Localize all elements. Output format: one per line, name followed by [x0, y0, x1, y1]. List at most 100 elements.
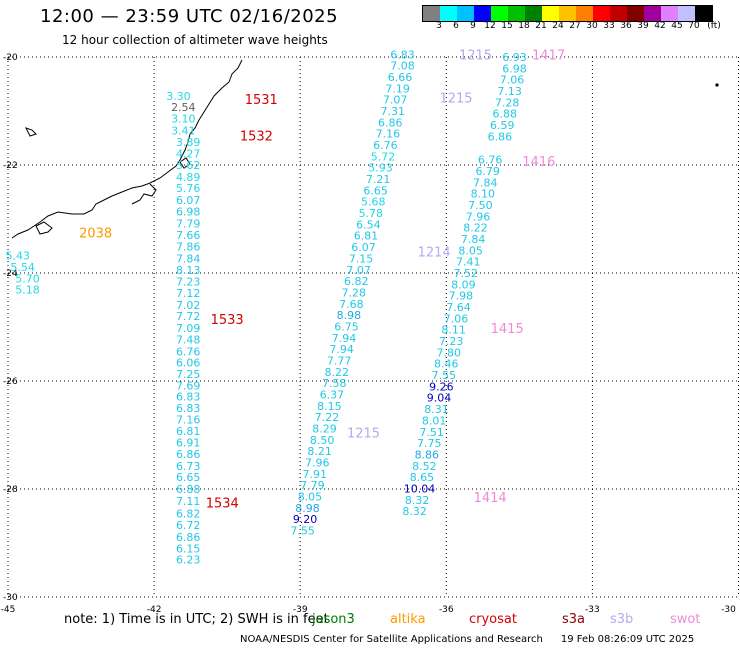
- satellite-legend-item: jason3: [312, 612, 355, 627]
- footnote: note: 1) Time is in UTC; 2) SWH is in fe…: [64, 612, 329, 627]
- pass-time-label: 1534: [206, 497, 239, 512]
- wave-height-value: 8.32: [402, 505, 427, 518]
- legend-swatch: [661, 6, 678, 21]
- wave-height-value: 6.82: [176, 507, 201, 520]
- wave-height-value: 6.86: [176, 531, 201, 544]
- wave-height-value: 7.84: [473, 176, 498, 189]
- wave-height-value: 7.79: [176, 217, 201, 230]
- wave-height-value: 5.68: [361, 196, 386, 209]
- wave-height-value: 8.10: [471, 188, 496, 201]
- wave-height-value: 3.41: [171, 124, 196, 137]
- wave-height-value: 6.83: [390, 48, 415, 61]
- x-tick-label: -42: [147, 605, 162, 615]
- y-tick-label: -20: [3, 53, 18, 63]
- wave-height-value: 6.59: [490, 119, 515, 132]
- wave-height-value: 8.32: [405, 494, 430, 507]
- bay-outline: [35, 221, 53, 235]
- lagoon-outline: [179, 157, 191, 169]
- wave-height-value: 6.15: [176, 542, 201, 555]
- wave-height-value: 6.88: [176, 483, 201, 496]
- wave-height-value: 6.73: [176, 460, 201, 473]
- y-tick-label: -22: [3, 161, 18, 171]
- legend-unit: (ft): [707, 21, 721, 31]
- wave-height-value: 7.64: [446, 301, 471, 314]
- wave-height-value: 8.22: [324, 366, 349, 379]
- wave-height-value: 7.28: [495, 96, 520, 109]
- wave-height-value: 8.15: [317, 400, 342, 413]
- wave-height-value: 7.31: [380, 105, 405, 118]
- wave-height-value: 7.96: [466, 210, 491, 223]
- wave-height-value: 7.51: [419, 426, 444, 439]
- wave-height-value: 6.76: [478, 154, 503, 167]
- legend-label: 70: [688, 21, 700, 31]
- pass-time-label: 1414: [474, 491, 507, 506]
- y-tick-label: -30: [3, 593, 18, 603]
- wave-height-value: 7.94: [332, 332, 357, 345]
- wave-height-value: 8.13: [176, 264, 201, 277]
- island-marker: [715, 83, 719, 87]
- wave-height-value: 6.76: [373, 139, 398, 152]
- pass-time-label: 1215: [439, 92, 472, 107]
- wave-height-value: 5.18: [15, 284, 40, 297]
- wave-height-value: 6.66: [388, 71, 413, 84]
- wave-height-value: 6.81: [176, 425, 201, 438]
- wave-height-value: 8.05: [298, 491, 323, 504]
- coastline: [11, 59, 243, 239]
- legend-label: 42: [654, 21, 666, 31]
- wave-height-value: 8.86: [415, 448, 440, 461]
- wave-height-value: 10.04: [404, 482, 436, 495]
- legend-swatch: [695, 6, 712, 21]
- credit-text: NOAA/NESDIS Center for Satellite Applica…: [240, 634, 543, 645]
- pass-time-label: 1417: [532, 48, 565, 63]
- wave-height-value: 7.84: [176, 252, 201, 265]
- wave-height-value: 3.30: [166, 90, 191, 103]
- wave-height-value: 6.98: [176, 205, 201, 218]
- wave-height-value: 8.22: [463, 222, 488, 235]
- color-scale-legend: [422, 5, 713, 22]
- x-tick-label: -33: [585, 605, 600, 615]
- pass-time-label: 1215: [459, 48, 492, 63]
- wave-height-value: 6.23: [176, 554, 201, 567]
- wave-height-value: 6.86: [176, 448, 201, 461]
- wave-height-value: 7.55: [290, 525, 315, 538]
- legend-swatch: [576, 6, 593, 21]
- wave-height-value: 7.68: [339, 298, 364, 311]
- wave-height-value: 5.70: [15, 272, 40, 285]
- wave-height-value: 8.09: [451, 278, 476, 291]
- wave-height-value: 5.78: [359, 207, 384, 220]
- wave-height-value: 5.76: [176, 182, 201, 195]
- south-america-coastline: [11, 59, 243, 239]
- wave-height-value: 6.91: [176, 437, 201, 450]
- satellite-track: 3.302.543.103.413.894.275.624.895.766.07…: [166, 90, 200, 567]
- legend-label: 3: [436, 21, 442, 31]
- wave-height-value: 8.98: [295, 502, 320, 515]
- wave-height-value: 6.06: [176, 357, 201, 370]
- wave-height-value: 8.29: [312, 423, 337, 436]
- legend-label: 18: [518, 21, 530, 31]
- wave-height-value: 7.52: [454, 267, 479, 280]
- wave-height-value: 6.88: [492, 108, 517, 121]
- legend-swatch: [525, 6, 542, 21]
- wave-height-value: 7.55: [432, 369, 457, 382]
- wave-height-value: 7.13: [497, 85, 522, 98]
- wave-height-value: 7.07: [383, 94, 408, 107]
- y-tick-label: -28: [3, 485, 18, 495]
- lagoon-outline-2: [25, 127, 37, 137]
- wave-height-value: 7.16: [176, 413, 201, 426]
- wave-height-value: 3.10: [171, 113, 196, 126]
- wave-height-value: 5.62: [176, 159, 201, 172]
- wave-height-value: 7.41: [456, 256, 481, 269]
- wave-height-value: 6.65: [363, 184, 388, 197]
- wave-height-value: 7.48: [176, 333, 201, 346]
- wave-height-value: 7.58: [322, 377, 347, 390]
- legend-swatch: [678, 6, 695, 21]
- wave-height-value: 7.94: [329, 343, 354, 356]
- wave-height-value: 8.46: [434, 358, 459, 371]
- wave-height-value: 7.72: [176, 310, 201, 323]
- legend-label: 15: [501, 21, 513, 31]
- wave-height-value: 7.12: [176, 287, 201, 300]
- wave-height-value: 6.76: [176, 345, 201, 358]
- wave-height-value: 7.09: [176, 322, 201, 335]
- wave-height-value: 5.54: [10, 261, 35, 274]
- legend-swatch: [559, 6, 576, 21]
